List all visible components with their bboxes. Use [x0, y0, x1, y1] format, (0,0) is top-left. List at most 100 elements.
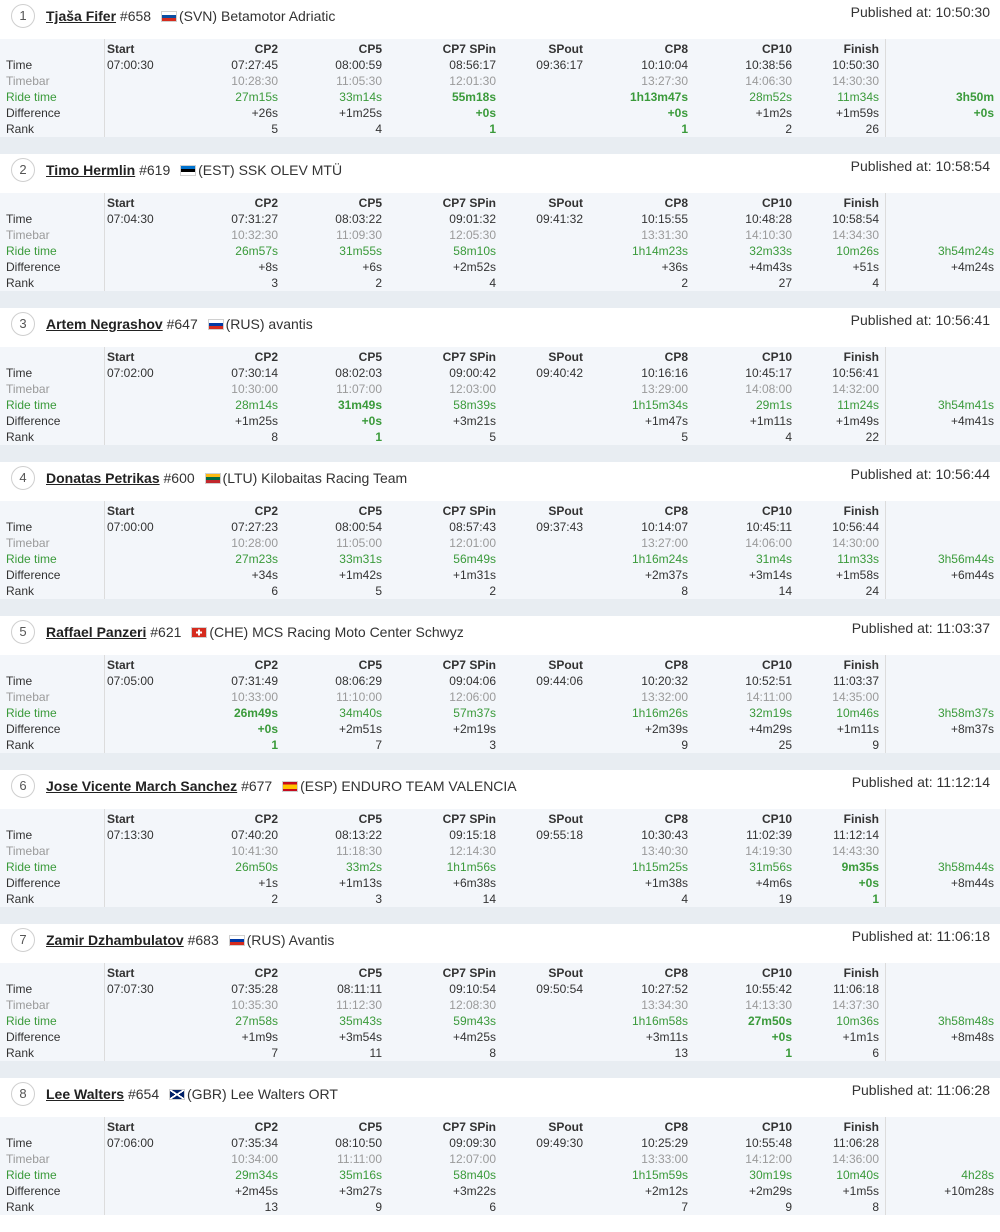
- cell-difference: +4m25s: [452, 1030, 496, 1044]
- cell-rank: 27: [778, 276, 792, 290]
- column-header: CP10: [761, 196, 792, 210]
- row-label-difference: Difference: [6, 260, 61, 274]
- column-divider: [104, 963, 105, 1061]
- row-label-rank: Rank: [6, 122, 35, 136]
- cell-rank: 19: [778, 892, 792, 906]
- column-header: CP2: [254, 350, 278, 364]
- cell-rank: 1: [681, 122, 688, 136]
- total-difference: +8m44s: [950, 876, 994, 890]
- column-header: CP7 SPin: [442, 42, 496, 56]
- cell-time: 10:50:30: [832, 58, 879, 72]
- rider-separator: [0, 291, 1000, 308]
- cell-timebar: 10:28:30: [231, 74, 278, 88]
- cell-ride-time: 27m15s: [235, 90, 278, 104]
- cell-timebar: 14:36:00: [832, 1152, 879, 1166]
- cell-time: 11:12:14: [833, 828, 879, 842]
- row-label-difference: Difference: [6, 414, 61, 428]
- cell-rank: 9: [681, 738, 688, 752]
- cell-time: 08:00:59: [335, 58, 382, 72]
- cell-rank: 5: [375, 584, 382, 598]
- rider-info: Zamir Dzhambulatov #683 (RUS) Avantis: [46, 932, 334, 948]
- total-difference: +0s: [973, 106, 994, 120]
- cell-difference: +1m11s: [836, 722, 879, 736]
- cell-rank: 4: [375, 122, 382, 136]
- rider-name-link[interactable]: Lee Walters: [46, 1086, 125, 1102]
- column-divider: [885, 39, 886, 137]
- split-times-table: Start CP2 CP5 CP7 SPin SPout CP8 CP10 Finish Tim…: [0, 193, 1000, 291]
- cell-timebar: 13:27:30: [641, 74, 688, 88]
- cell-difference: +0s: [858, 876, 879, 890]
- cell-rank: 3: [271, 276, 278, 290]
- cell-time: 09:37:43: [536, 520, 583, 534]
- row-label-rank: Rank: [6, 276, 35, 290]
- row-label-time: Time: [6, 212, 33, 226]
- column-header: Finish: [843, 1120, 879, 1134]
- cell-ride-time: 26m50s: [235, 860, 278, 874]
- rider-number: #677: [241, 778, 273, 794]
- cell-rank: 3: [375, 892, 382, 906]
- total-ride-time: 4h28s: [961, 1168, 994, 1182]
- column-divider: [885, 1117, 886, 1215]
- row-label-timebar: Timebar: [6, 1152, 50, 1166]
- cell-timebar: 14:43:30: [832, 844, 879, 858]
- cell-timebar: 13:40:30: [641, 844, 688, 858]
- cell-rank: 4: [872, 276, 879, 290]
- row-label-timebar: Timebar: [6, 690, 50, 704]
- cell-rank: 9: [785, 1200, 792, 1214]
- rider-name-link[interactable]: Raffael Panzeri: [46, 624, 147, 640]
- cell-time: 07:00:00: [107, 520, 154, 534]
- cell-timebar: 14:10:30: [745, 228, 792, 242]
- total-ride-time: 3h56m44s: [937, 552, 994, 566]
- rider-name-link[interactable]: Donatas Petrikas: [46, 470, 160, 486]
- cell-ride-time: 33m14s: [339, 90, 382, 104]
- rider-result: 7 Zamir Dzhambulatov #683 (RUS) Avantis Pu…: [0, 924, 1000, 1078]
- column-divider: [104, 1117, 105, 1215]
- cell-ride-time: 32m19s: [749, 706, 792, 720]
- cell-timebar: 14:06:30: [745, 74, 792, 88]
- cell-difference: +3m22s: [452, 1184, 496, 1198]
- rider-name-link[interactable]: Jose Vicente March Sanchez: [46, 778, 238, 794]
- che-flag-icon: [191, 627, 208, 638]
- rider-separator: [0, 137, 1000, 154]
- position-badge: 3: [11, 312, 35, 336]
- rider-name-link[interactable]: Tjaša Fifer: [46, 8, 117, 24]
- cell-rank: 24: [865, 584, 879, 598]
- cell-difference: +2m19s: [452, 722, 496, 736]
- rider-header: 8 Lee Walters #654 (GBR) Lee Walters ORT P…: [0, 1078, 1000, 1116]
- rider-separator: [0, 753, 1000, 770]
- column-header: CP5: [358, 658, 382, 672]
- rider-team: Lee Walters ORT: [230, 1086, 338, 1102]
- cell-timebar: 13:29:00: [641, 382, 688, 396]
- row-label-timebar: Timebar: [6, 536, 50, 550]
- cell-timebar: 11:09:30: [336, 228, 382, 242]
- rider-team: Betamotor Adriatic: [220, 8, 336, 24]
- rider-name-link[interactable]: Artem Negrashov: [46, 316, 163, 332]
- cell-time: 09:09:30: [449, 1136, 496, 1150]
- published-time: Published at: 10:56:44: [851, 466, 990, 482]
- cell-time: 10:38:56: [745, 58, 792, 72]
- cell-ride-time: 1h16m26s: [631, 706, 688, 720]
- rider-number: #647: [166, 316, 198, 332]
- cell-rank: 4: [489, 276, 496, 290]
- total-difference: +8m37s: [950, 722, 994, 736]
- column-header: CP10: [761, 966, 792, 980]
- cell-ride-time: 1h15m59s: [631, 1168, 688, 1182]
- cell-ride-time: 29m34s: [235, 1168, 278, 1182]
- cell-ride-time: 10m40s: [836, 1168, 879, 1182]
- column-header: CP7 SPin: [442, 1120, 496, 1134]
- cell-time: 07:30:14: [231, 366, 278, 380]
- cell-time: 07:31:27: [231, 212, 278, 226]
- gbr-flag-icon: [169, 1089, 186, 1100]
- cell-time: 07:35:28: [231, 982, 278, 996]
- rider-name-link[interactable]: Timo Hermlin: [46, 162, 136, 178]
- rider-info: Artem Negrashov #647 (RUS) avantis: [46, 316, 313, 332]
- rider-country: (CHE): [209, 624, 249, 640]
- column-header: Start: [107, 42, 135, 56]
- rider-info: Lee Walters #654 (GBR) Lee Walters ORT: [46, 1086, 338, 1102]
- rider-team: avantis: [268, 316, 313, 332]
- rider-name-link[interactable]: Zamir Dzhambulatov: [46, 932, 184, 948]
- cell-time: 10:48:28: [745, 212, 792, 226]
- column-header: CP7 SPin: [442, 658, 496, 672]
- rider-team: Avantis: [288, 932, 335, 948]
- cell-difference: +4m29s: [748, 722, 792, 736]
